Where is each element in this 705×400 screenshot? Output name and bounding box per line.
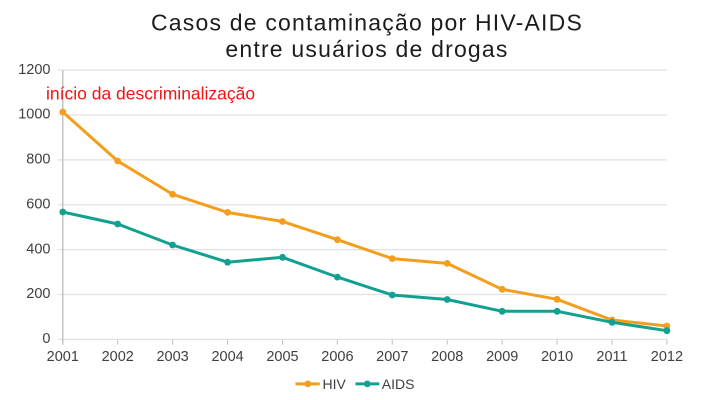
svg-text:400: 400 — [26, 241, 50, 257]
svg-text:1200: 1200 — [18, 62, 50, 78]
svg-text:2012: 2012 — [651, 349, 683, 365]
svg-text:2001: 2001 — [47, 349, 79, 365]
svg-text:1000: 1000 — [18, 107, 50, 123]
svg-text:entre usuários de drogas: entre usuários de drogas — [225, 36, 508, 62]
svg-text:2010: 2010 — [541, 349, 573, 365]
svg-text:HIV: HIV — [323, 376, 347, 392]
svg-text:200: 200 — [26, 286, 50, 302]
svg-text:2009: 2009 — [486, 349, 518, 365]
svg-text:2006: 2006 — [321, 349, 353, 365]
svg-text:2003: 2003 — [156, 349, 188, 365]
svg-text:2008: 2008 — [431, 349, 463, 365]
svg-text:2002: 2002 — [102, 349, 134, 365]
svg-text:início da descriminalização: início da descriminalização — [46, 84, 255, 104]
svg-text:AIDS: AIDS — [382, 376, 415, 392]
svg-text:600: 600 — [26, 197, 50, 213]
svg-text:2011: 2011 — [596, 349, 627, 365]
svg-text:0: 0 — [42, 331, 50, 347]
svg-text:2004: 2004 — [211, 349, 243, 365]
svg-text:2005: 2005 — [266, 349, 298, 365]
svg-text:2007: 2007 — [376, 349, 408, 365]
svg-text:800: 800 — [26, 152, 50, 168]
svg-text:Casos de contaminação por HIV-: Casos de contaminação por HIV-AIDS — [151, 10, 583, 36]
